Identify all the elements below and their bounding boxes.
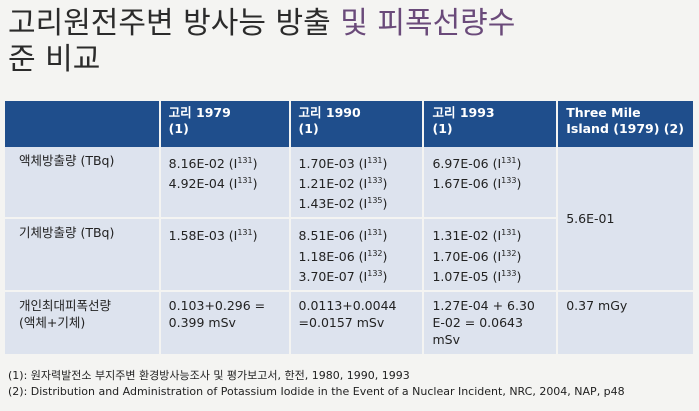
header-corner — [5, 101, 161, 147]
header-kori-1990: 고리 1990 (1) — [289, 101, 425, 147]
footnotes: (1): 원자력발전소 부지주변 환경방사능조사 및 평가보고서, 한전, 19… — [8, 368, 698, 400]
footnote-1: (1): 원자력발전소 부지주변 환경방사능조사 및 평가보고서, 한전, 19… — [8, 369, 410, 382]
cell-liquid-1993: 6.97E-06 (I131) 1.67E-06 (I133) — [423, 147, 559, 220]
title-line-2: 준 비교 — [8, 42, 101, 77]
table-row: 개인최대피폭선량 (액체+기체) 0.103+0.296 = 0.399 mSv… — [5, 290, 695, 356]
table-row: 기체방출량 (TBq) 1.58E-03 (I131) 8.51E-06 (I1… — [5, 218, 694, 292]
table-header-row: 고리 1979 (1) 고리 1990 (1) 고리 1993 (1) Three M… — [5, 101, 695, 147]
cell-liquid-1979: 8.16E-02 (I131) 4.92E-04 (I131) — [159, 147, 291, 220]
title-line-1: 고리원전주변 방사능 방출 및 피폭선량수 — [8, 6, 698, 42]
header-tmi-1979: Three Mile Island (1979) (2) — [557, 101, 695, 147]
title-part-b: 및 피폭선량수 — [340, 6, 516, 41]
title-part-a: 고리원전주변 방사능 방출 — [8, 6, 331, 41]
slide-title: 고리원전주변 방사능 방출 및 피폭선량수 준 비교 — [8, 6, 698, 78]
cell-dose-1979: 0.103+0.296 = 0.399 mSv — [159, 290, 291, 356]
footnote-2: (2): Distribution and Administration of … — [8, 385, 625, 398]
cell-liquid-1990: 1.70E-03 (I131) 1.21E-02 (I133) 1.43E-02… — [289, 147, 425, 220]
cell-gas-1993: 1.31E-02 (I131) 1.70E-06 (I132) 1.07E-05… — [423, 218, 559, 292]
cell-tmi-release: 5.6E-01 — [557, 147, 695, 292]
row-label-dose: 개인최대피폭선량 (액체+기체) — [5, 290, 161, 356]
table-row: 액체방출량 (TBq) 8.16E-02 (I131) 4.92E-04 (I1… — [5, 147, 695, 292]
cell-dose-1990: 0.0113+0.0044 =0.0157 mSv — [289, 290, 425, 356]
header-kori-1979: 고리 1979 (1) — [159, 101, 291, 147]
cell-gas-1990: 8.51E-06 (I131) 1.18E-06 (I132) 3.70E-07… — [289, 218, 425, 292]
cell-dose-1993: 1.27E-04 + 6.30 E-02 = 0.0643 mSv — [423, 290, 559, 356]
cell-dose-tmi: 0.37 mGy — [557, 290, 695, 356]
comparison-table: 고리 1979 (1) 고리 1990 (1) 고리 1993 (1) Three M… — [5, 101, 695, 356]
row-label-liquid: 액체방출량 (TBq) — [5, 147, 161, 220]
header-kori-1993: 고리 1993 (1) — [423, 101, 559, 147]
row-label-gas: 기체방출량 (TBq) — [5, 218, 161, 292]
cell-gas-1979: 1.58E-03 (I131) — [159, 218, 291, 292]
